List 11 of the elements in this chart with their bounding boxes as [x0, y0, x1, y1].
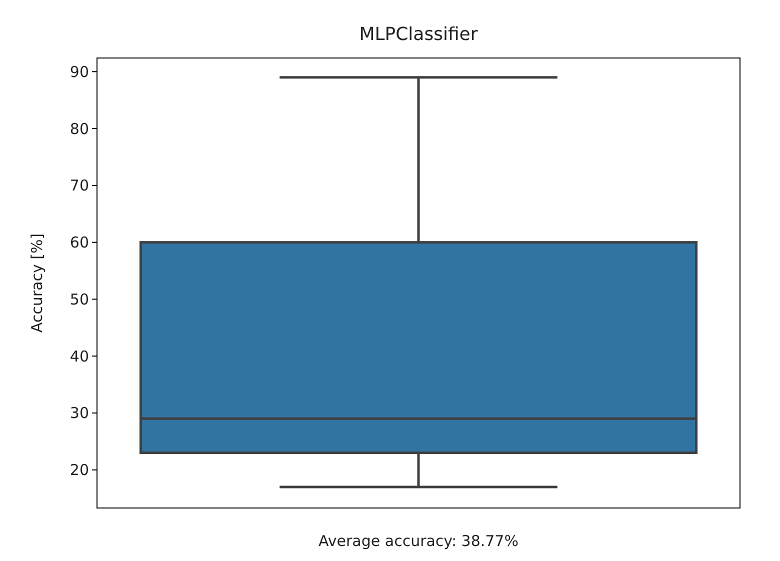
y-tick-label: 50 — [70, 290, 89, 308]
y-tick-label: 40 — [70, 347, 89, 366]
y-tick-label: 20 — [70, 461, 89, 480]
y-tick-label: 90 — [70, 62, 89, 81]
y-tick-label: 30 — [70, 404, 89, 422]
y-tick-label: 80 — [70, 120, 89, 138]
chart-title: MLPClassifier — [359, 24, 478, 45]
y-tick-label: 70 — [70, 176, 89, 195]
y-axis-title: Accuracy [%] — [28, 233, 46, 333]
x-axis-title: Average accuracy: 38.77% — [318, 532, 518, 550]
y-tick-label: 60 — [70, 234, 89, 252]
